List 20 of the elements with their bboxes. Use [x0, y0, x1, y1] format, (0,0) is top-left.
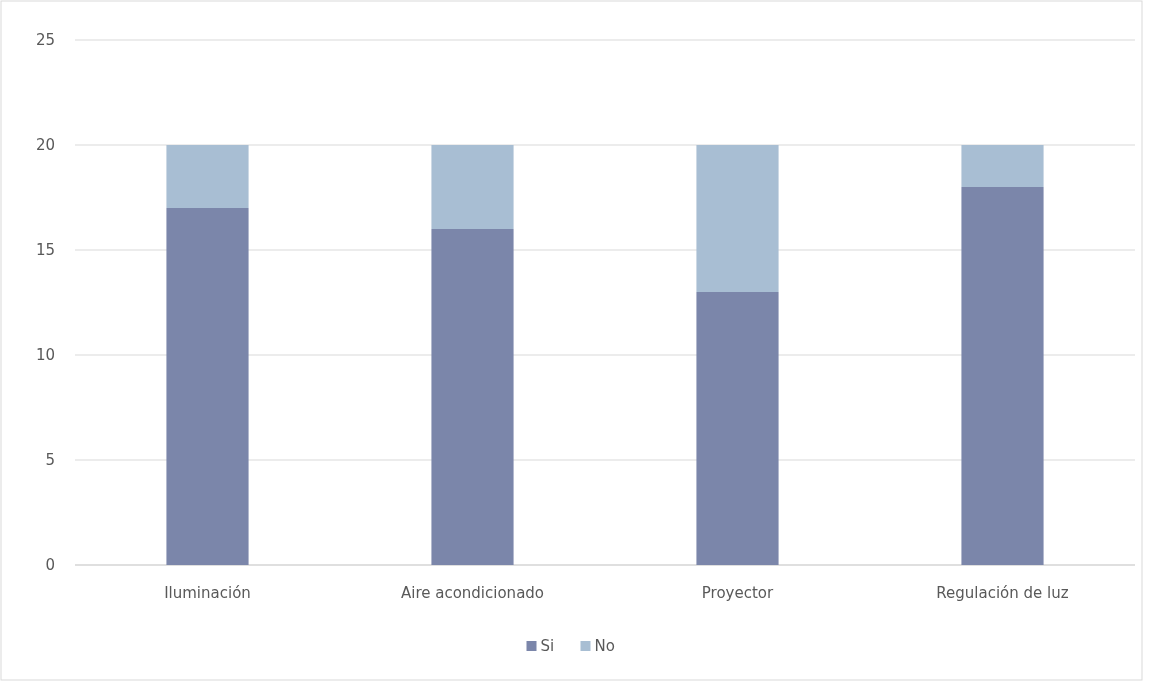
x-tick-label: Regulación de luz	[936, 584, 1069, 602]
bar	[431, 229, 514, 565]
x-tick-label: Proyector	[701, 584, 775, 602]
y-tick-label: 10	[35, 346, 55, 365]
bar	[431, 145, 514, 229]
bar	[961, 145, 1044, 187]
legend-label: No	[594, 637, 615, 656]
y-tick-label: 5	[45, 451, 55, 470]
bar	[166, 208, 249, 565]
bar	[166, 145, 249, 208]
x-tick-label: Iluminación	[164, 584, 251, 602]
bar	[696, 292, 779, 565]
legend-label: Si	[540, 637, 555, 656]
bar	[696, 145, 779, 292]
y-tick-label: 15	[35, 241, 55, 260]
y-tick-label: 0	[45, 556, 55, 575]
y-tick-label: 20	[35, 136, 55, 155]
y-tick-label: 25	[35, 31, 55, 50]
x-tick-label: Aire acondicionado	[400, 584, 545, 602]
bar	[961, 187, 1044, 565]
